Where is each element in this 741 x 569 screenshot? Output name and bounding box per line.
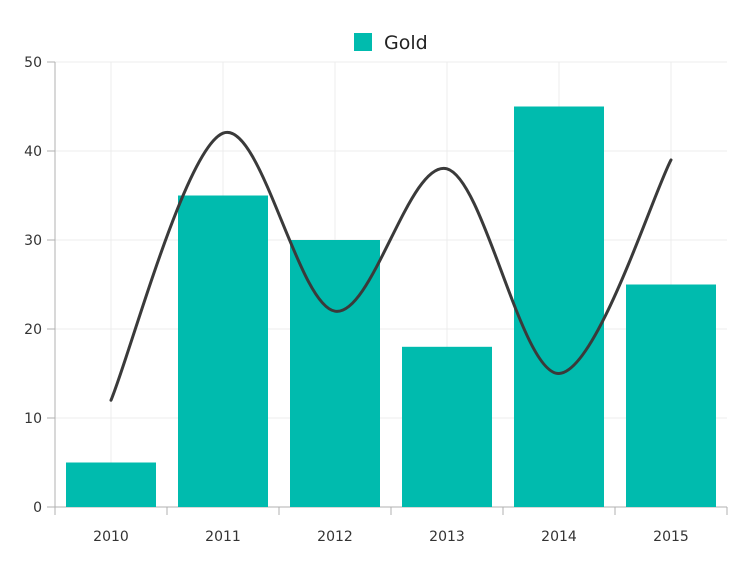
line-layer — [109, 131, 673, 402]
spline-series-line[interactable] — [109, 131, 673, 402]
y-tick-label: 40 — [24, 144, 42, 160]
x-tick-label: 2010 — [93, 529, 129, 545]
x-tick-label: 2013 — [429, 529, 465, 545]
y-tick-label: 0 — [33, 500, 42, 516]
legend-swatch-gold[interactable] — [354, 33, 372, 51]
bar-gold-2011[interactable] — [178, 195, 268, 508]
x-tick-label: 2011 — [205, 529, 241, 545]
bar-gold-2013[interactable] — [402, 346, 492, 507]
x-tick-label: 2015 — [653, 529, 689, 545]
bars-layer — [66, 106, 716, 508]
y-tick-label: 30 — [24, 233, 42, 249]
axis-layer: 0 10 20 30 40 50 2010 2011 2012 2013 2014 2015 — [24, 55, 728, 545]
legend[interactable]: Gold — [354, 32, 428, 54]
legend-label-gold[interactable]: Gold — [384, 32, 428, 54]
y-tick-label: 20 — [24, 322, 42, 338]
bar-gold-2014[interactable] — [514, 106, 604, 508]
y-tick-label: 10 — [24, 411, 42, 427]
y-tick-label: 50 — [24, 55, 42, 71]
bar-gold-2012[interactable] — [290, 240, 380, 507]
x-tick-label: 2014 — [541, 529, 577, 545]
x-tick-label: 2012 — [317, 529, 353, 545]
bar-gold-2010[interactable] — [66, 462, 156, 508]
bar-gold-2015[interactable] — [626, 284, 716, 508]
